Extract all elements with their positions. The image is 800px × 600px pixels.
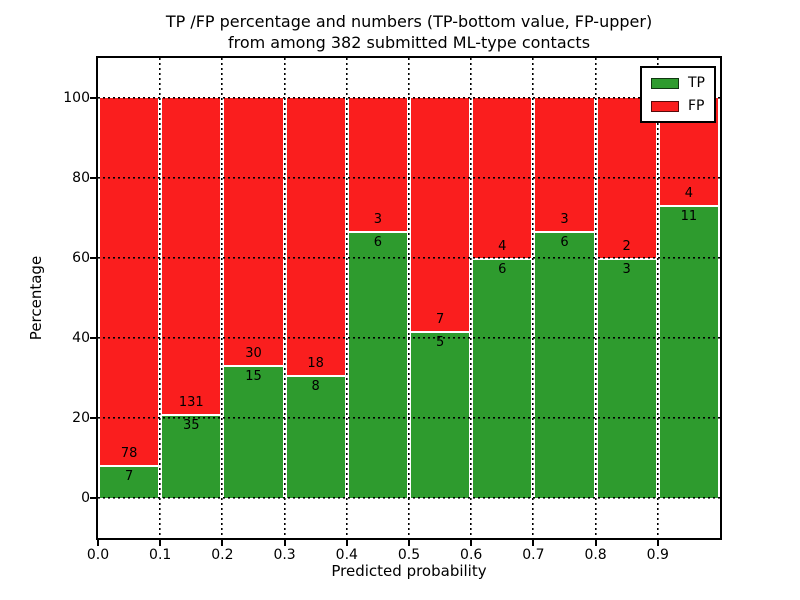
x-tick [345, 540, 348, 546]
y-tick-label: 80 [72, 170, 90, 186]
y-tick-label: 0 [81, 490, 90, 506]
fp-bar-value: 30 [245, 345, 262, 361]
tp-bar-segment [346, 231, 409, 498]
fp-bar-segment [284, 98, 347, 375]
x-tick-label: 0.0 [86, 547, 110, 563]
x-tick [470, 540, 473, 546]
x-tick-label: 0.1 [149, 547, 172, 563]
fp-bar-value: 4 [498, 239, 507, 254]
x-tick-label: 0.7 [522, 547, 545, 563]
y-tick-label: 60 [72, 250, 90, 266]
fp-bar-value: 2 [622, 239, 631, 254]
x-tick-label: 0.4 [335, 547, 358, 563]
x-tick-label: 0.2 [211, 547, 234, 563]
x-tick [408, 540, 410, 546]
chart-title-line2: from among 382 submitted ML-type contact… [227, 33, 591, 52]
y-tick [90, 177, 96, 179]
v-gridline [345, 58, 348, 538]
y-axis-label: Percentage [27, 255, 45, 341]
tp-bar-value: 35 [183, 417, 200, 433]
tp-bar-value: 8 [311, 378, 320, 394]
v-gridline [594, 58, 597, 538]
chart-title: TP /FP percentage and numbers (TP-bottom… [98, 11, 720, 53]
fp-bar-value: 3 [373, 212, 383, 228]
tp-bar-value: 6 [498, 262, 507, 277]
x-tick [97, 540, 99, 546]
x-tick-label: 0.5 [397, 547, 421, 563]
legend-item-tp: TP [651, 75, 705, 91]
fp-bar-value: 131 [178, 394, 204, 410]
y-tick [90, 417, 96, 419]
legend: TP FP [640, 66, 716, 123]
fp-bar-segment [160, 98, 223, 414]
tp-bar-segment [533, 231, 596, 498]
y-tick [90, 337, 96, 339]
tp-bar-segment [409, 331, 472, 498]
x-tick-label: 0.8 [584, 547, 607, 563]
x-tick [594, 540, 597, 546]
tp-bar-segment [160, 413, 223, 498]
x-tick-label: 0.3 [273, 547, 296, 563]
fp-bar-value: 4 [684, 185, 694, 201]
fp-legend-swatch [651, 100, 679, 112]
plot-frame [96, 56, 722, 540]
tp-bar-value: 5 [435, 335, 445, 351]
fp-bar-value: 3 [560, 212, 569, 228]
fp-bar-value: 78 [120, 446, 138, 462]
tp-legend-label: TP [688, 75, 705, 91]
x-tick-label: 0.6 [460, 547, 483, 563]
legend-item-fp: FP [651, 98, 705, 114]
x-tick-label: 0.9 [646, 547, 669, 563]
tp-bar-segment [595, 258, 658, 498]
chart-title-line1: TP /FP percentage and numbers (TP-bottom… [165, 12, 653, 31]
fp-bar-segment [346, 98, 409, 232]
x-tick [221, 540, 224, 546]
tp-bar-value: 6 [373, 235, 383, 251]
fp-bar-segment [409, 98, 472, 332]
y-tick-label: 40 [72, 330, 90, 346]
y-tick-label: 20 [72, 410, 90, 426]
tp-bar-segment [222, 364, 285, 498]
plot-area: TP FP 78 7 131 35 30 15 18 8 3 6 7 5 4 6 3 6 2 3 4 11 [98, 58, 720, 538]
fp-bar-value: 7 [435, 312, 445, 328]
x-tick [532, 540, 535, 546]
tp-legend-swatch [651, 77, 679, 89]
v-gridline [159, 58, 162, 538]
tp-bar-segment [471, 258, 534, 498]
tp-bar-value: 3 [622, 262, 631, 277]
x-axis-label: Predicted probability [331, 562, 487, 580]
fp-bar-segment [533, 98, 596, 232]
tp-bar-value: 6 [560, 235, 569, 251]
tp-bar-value: 11 [680, 208, 698, 224]
x-tick [159, 540, 162, 546]
x-tick [656, 540, 659, 546]
fp-bar-value: 18 [307, 355, 324, 371]
v-gridline [408, 58, 410, 538]
tp-bar-segment [657, 204, 720, 498]
v-gridline [470, 58, 473, 538]
x-tick [283, 540, 286, 546]
tp-bar-segment [284, 374, 347, 498]
v-gridline [221, 58, 224, 538]
tp-bar-segment [98, 465, 161, 498]
y-tick [90, 257, 96, 259]
tp-bar-value: 7 [124, 469, 134, 485]
y-tick-label: 100 [63, 90, 90, 106]
v-gridline [656, 58, 659, 538]
fp-legend-label: FP [688, 98, 705, 114]
fp-bar-segment [222, 98, 285, 365]
tp-bar-value: 15 [245, 368, 262, 384]
y-tick [90, 97, 96, 99]
v-gridline [283, 58, 286, 538]
y-tick [90, 497, 96, 499]
v-gridline [532, 58, 535, 538]
fp-bar-segment [98, 98, 161, 466]
